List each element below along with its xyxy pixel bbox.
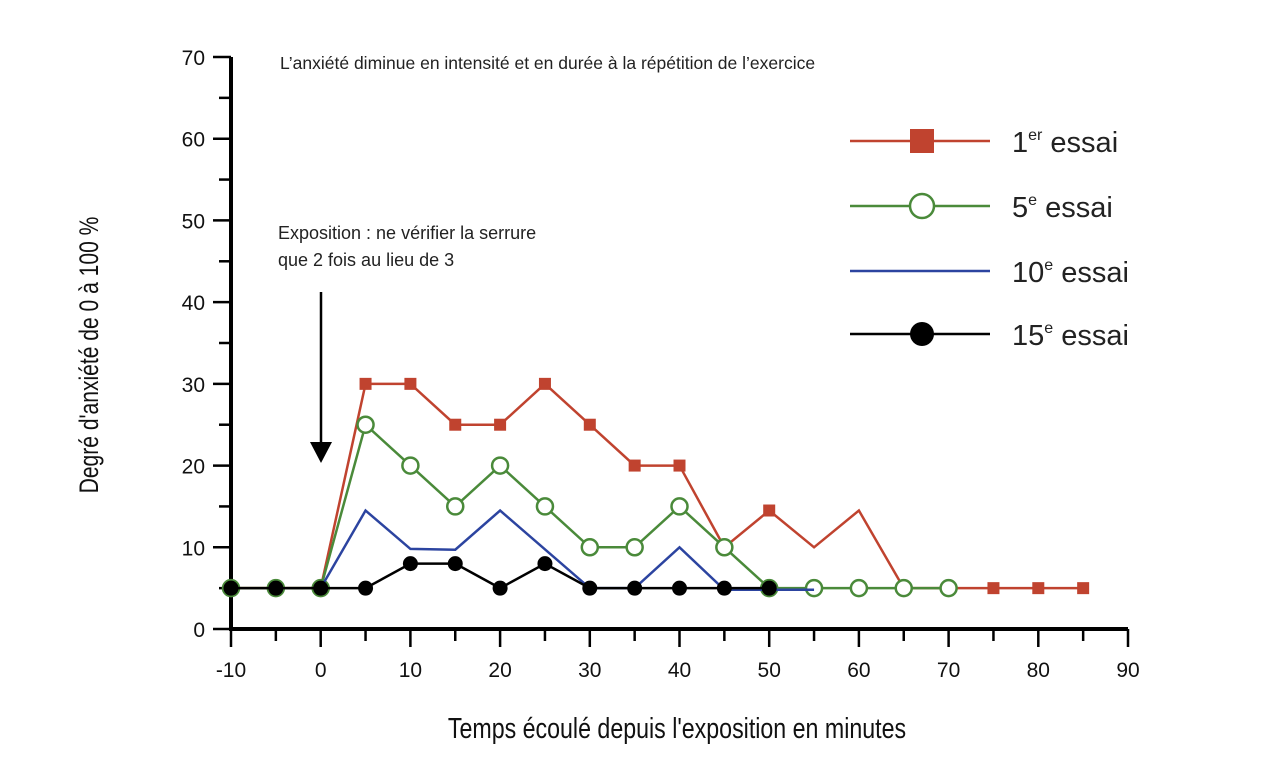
exposure-arrow <box>310 292 332 463</box>
filled-circle-marker <box>447 556 463 572</box>
square-marker <box>359 377 372 390</box>
legend-item: 15e essai <box>850 320 1129 352</box>
filled-circle-marker <box>910 322 934 346</box>
y-axis-label: Degré d'anxiété de 0 à 100 % <box>75 217 105 494</box>
legend-label: 5e essai <box>1012 192 1113 224</box>
x-tick-label: 40 <box>668 659 691 682</box>
x-tick-label: 20 <box>488 659 511 682</box>
square-marker <box>404 377 417 390</box>
open-circle-marker <box>490 456 510 475</box>
square-marker <box>494 418 507 431</box>
open-circle-marker <box>715 538 734 557</box>
x-tick-label: 0 <box>315 659 327 682</box>
square-marker <box>583 418 596 431</box>
filled-circle-marker <box>313 580 329 596</box>
filled-circle-marker <box>582 580 598 596</box>
square-marker <box>628 459 641 472</box>
open-circle-marker <box>849 578 869 598</box>
x-tick-label: 80 <box>1027 659 1050 682</box>
legend-label: 10e essai <box>1012 257 1129 289</box>
series-10 <box>319 508 815 592</box>
square-marker <box>763 504 776 517</box>
x-tick-label: 10 <box>399 659 422 682</box>
open-circle-marker <box>535 497 555 516</box>
square-marker <box>987 582 1000 595</box>
filled-circle-marker <box>358 580 374 596</box>
y-tick-label: 40 <box>182 292 205 315</box>
y-tick-label: 20 <box>182 456 205 479</box>
filled-circle-marker <box>716 580 732 596</box>
y-tick-label: 70 <box>182 47 205 70</box>
open-circle-marker <box>894 578 913 598</box>
annotation-line-1: Exposition : ne vérifier la serrure <box>278 223 536 243</box>
open-circle-marker <box>580 538 600 557</box>
filled-circle-marker <box>761 580 777 596</box>
y-tick-label: 30 <box>182 374 205 397</box>
filled-circle-marker <box>223 580 239 596</box>
square-marker <box>1032 582 1045 595</box>
filled-circle-marker <box>492 580 508 596</box>
open-circle-marker <box>670 497 689 516</box>
filled-circle-marker <box>672 580 687 596</box>
x-tick-label: 70 <box>937 659 960 682</box>
series-15 <box>223 556 777 596</box>
y-tick-label: 60 <box>182 129 205 152</box>
annotation-line-2: que 2 fois au lieu de 3 <box>278 250 454 270</box>
y-tick-label: 10 <box>182 537 205 560</box>
legend-label: 1er essai <box>1012 127 1118 159</box>
open-circle-marker <box>401 456 420 475</box>
x-tick-label: -10 <box>216 659 246 682</box>
filled-circle-marker <box>627 580 643 596</box>
legend-item: 10e essai <box>850 257 1129 289</box>
series-line <box>319 508 815 592</box>
square-marker <box>449 418 462 431</box>
series-1 <box>225 377 1090 595</box>
chart-title: L’anxiété diminue en intensité et en dur… <box>280 53 815 73</box>
legend-label: 15e essai <box>1012 320 1129 352</box>
open-circle-marker <box>356 415 375 434</box>
x-tick-label: 50 <box>758 659 781 682</box>
square-marker <box>1077 582 1090 595</box>
x-axis-label: Temps écoulé depuis l'exposition en minu… <box>448 711 906 744</box>
open-circle-marker <box>804 578 824 598</box>
series-line <box>231 382 1084 590</box>
open-circle-marker <box>625 538 644 557</box>
x-tick-label: 60 <box>847 659 870 682</box>
x-tick-label: 90 <box>1116 659 1139 682</box>
legend-item: 1er essai <box>850 127 1118 159</box>
filled-circle-marker <box>268 580 284 596</box>
y-tick-label: 50 <box>182 210 205 233</box>
filled-circle-marker <box>402 556 418 572</box>
open-circle-marker <box>908 192 936 220</box>
square-marker <box>538 377 551 390</box>
open-circle-marker <box>446 497 465 516</box>
square-marker <box>673 459 686 472</box>
filled-circle-marker <box>537 556 553 572</box>
y-tick-label: 0 <box>193 619 205 642</box>
legend-item: 5e essai <box>850 192 1113 224</box>
x-tick-label: 30 <box>578 659 601 682</box>
square-marker <box>910 129 934 153</box>
open-circle-marker <box>939 578 958 598</box>
